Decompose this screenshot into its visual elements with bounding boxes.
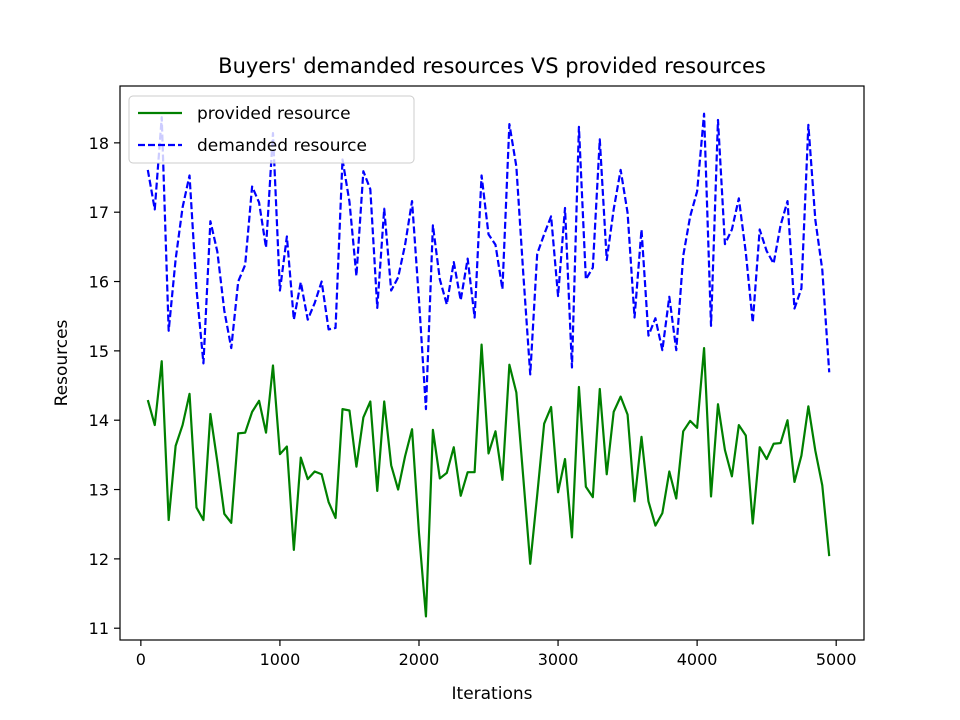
plot-lines (146, 112, 831, 618)
y-tick-label: 17 (89, 203, 109, 222)
legend-label-demanded: demanded resource (197, 136, 367, 156)
y-tick-label: 16 (89, 273, 109, 292)
plot-frame (119, 85, 865, 641)
x-tick-label: 1000 (260, 650, 301, 669)
series-line-provided (146, 343, 831, 618)
y-tick-label: 12 (89, 550, 109, 569)
y-tick-label: 13 (89, 481, 109, 500)
y-tick-label: 14 (89, 411, 109, 430)
x-tick-label: 0 (136, 650, 146, 669)
x-axis: 0 1000 2000 3000 4000 5000 (136, 640, 857, 669)
x-tick-label: 3000 (538, 650, 579, 669)
legend: provided resource demanded resource (128, 95, 415, 164)
chart-title: Buyers' demanded resources VS provided r… (218, 54, 766, 78)
x-tick-label: 4000 (677, 650, 718, 669)
y-axis: 11 12 13 14 15 16 17 18 (89, 134, 120, 638)
x-axis-label: Iterations (452, 684, 533, 704)
y-tick-label: 11 (89, 619, 109, 638)
y-tick-label: 18 (89, 134, 109, 153)
legend-label-provided: provided resource (197, 104, 351, 124)
y-tick-label: 15 (89, 342, 109, 361)
series-line-demanded (146, 112, 831, 411)
x-tick-label: 5000 (816, 650, 857, 669)
x-tick-label: 2000 (399, 650, 440, 669)
legend-box (128, 95, 415, 164)
y-axis-label: Resources (52, 319, 72, 406)
